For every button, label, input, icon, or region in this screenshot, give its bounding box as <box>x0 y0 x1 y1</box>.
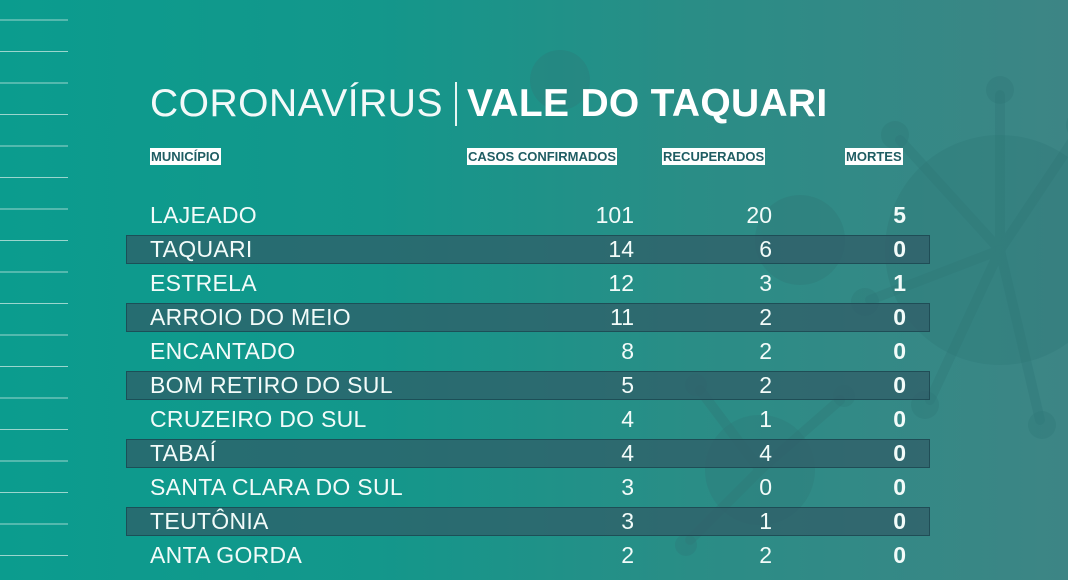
table-row: LAJEADO 101 20 5 <box>0 200 1068 231</box>
cell-casos-confirmados: 14 <box>608 236 634 262</box>
cell-mortes: 0 <box>893 372 906 398</box>
table-row: SANTA CLARA DO SUL 3 0 0 <box>0 472 1068 503</box>
cell-casos-confirmados: 4 <box>621 440 634 466</box>
row-highlight <box>126 371 930 400</box>
cell-mortes: 1 <box>893 270 906 296</box>
cell-recuperados: 20 <box>746 202 772 228</box>
row-highlight <box>126 439 930 468</box>
table-row: CRUZEIRO DO SUL 4 1 0 <box>0 404 1068 435</box>
cell-recuperados: 1 <box>759 508 772 534</box>
header-recuperados: RECUPERADOS <box>662 148 766 165</box>
header-mortes: MORTES <box>845 148 903 165</box>
cell-casos-confirmados: 3 <box>621 508 634 534</box>
cell-mortes: 0 <box>893 236 906 262</box>
cell-recuperados: 0 <box>759 474 772 500</box>
cell-casos-confirmados: 3 <box>621 474 634 500</box>
cell-casos-confirmados: 12 <box>608 270 634 296</box>
cell-municipio: CRUZEIRO DO SUL <box>150 406 367 432</box>
cell-casos-confirmados: 2 <box>621 542 634 568</box>
cell-recuperados: 2 <box>759 372 772 398</box>
cell-casos-confirmados: 4 <box>621 406 634 432</box>
cell-municipio: LAJEADO <box>150 202 257 228</box>
cell-recuperados: 2 <box>759 338 772 364</box>
cell-municipio: TEUTÔNIA <box>150 508 269 534</box>
header-casos-confirmados: CASOS CONFIRMADOS <box>467 148 618 165</box>
title-separator <box>454 82 457 126</box>
cell-casos-confirmados: 5 <box>621 372 634 398</box>
table-row: TEUTÔNIA 3 1 0 <box>0 506 1068 537</box>
cell-recuperados: 2 <box>759 542 772 568</box>
cell-municipio: ARROIO DO MEIO <box>150 304 351 330</box>
cell-casos-confirmados: 8 <box>621 338 634 364</box>
cell-casos-confirmados: 101 <box>595 202 634 228</box>
cell-recuperados: 1 <box>759 406 772 432</box>
cell-casos-confirmados: 11 <box>610 304 634 330</box>
cell-mortes: 0 <box>893 440 906 466</box>
row-highlight <box>126 507 930 536</box>
table-row: ANTA GORDA 2 2 0 <box>0 540 1068 571</box>
cell-mortes: 0 <box>893 474 906 500</box>
page-title: CORONAVÍRUS VALE DO TAQUARI <box>150 76 828 132</box>
decorative-lines <box>0 19 68 556</box>
cell-municipio: ENCANTADO <box>150 338 296 364</box>
cell-mortes: 0 <box>893 508 906 534</box>
header-municipio: MUNICÍPIO <box>150 148 221 165</box>
cell-recuperados: 6 <box>759 236 772 262</box>
title-part-coronavirus: CORONAVÍRUS <box>150 82 443 125</box>
table-row: ESTRELA 12 3 1 <box>0 268 1068 299</box>
row-highlight <box>126 303 930 332</box>
cell-municipio: BOM RETIRO DO SUL <box>150 372 393 398</box>
cell-municipio: TABAÍ <box>150 440 217 466</box>
cell-mortes: 5 <box>893 202 906 228</box>
table-row: TAQUARI 14 6 0 <box>0 234 1068 265</box>
cell-recuperados: 2 <box>759 304 772 330</box>
cell-municipio: SANTA CLARA DO SUL <box>150 474 403 500</box>
cell-recuperados: 4 <box>759 440 772 466</box>
cell-municipio: ANTA GORDA <box>150 542 303 568</box>
cell-mortes: 0 <box>893 304 906 330</box>
title-part-region: VALE DO TAQUARI <box>466 82 828 125</box>
table-row: BOM RETIRO DO SUL 5 2 0 <box>0 370 1068 401</box>
table-row: TABAÍ 4 4 0 <box>0 438 1068 469</box>
table-row: ENCANTADO 8 2 0 <box>0 336 1068 367</box>
table-row: ARROIO DO MEIO 11 2 0 <box>0 302 1068 333</box>
cell-recuperados: 3 <box>759 270 772 296</box>
cell-municipio: TAQUARI <box>150 236 253 262</box>
cell-mortes: 0 <box>893 406 906 432</box>
cell-mortes: 0 <box>893 338 906 364</box>
cell-mortes: 0 <box>893 542 906 568</box>
row-highlight <box>126 235 930 264</box>
cell-municipio: ESTRELA <box>150 270 257 296</box>
